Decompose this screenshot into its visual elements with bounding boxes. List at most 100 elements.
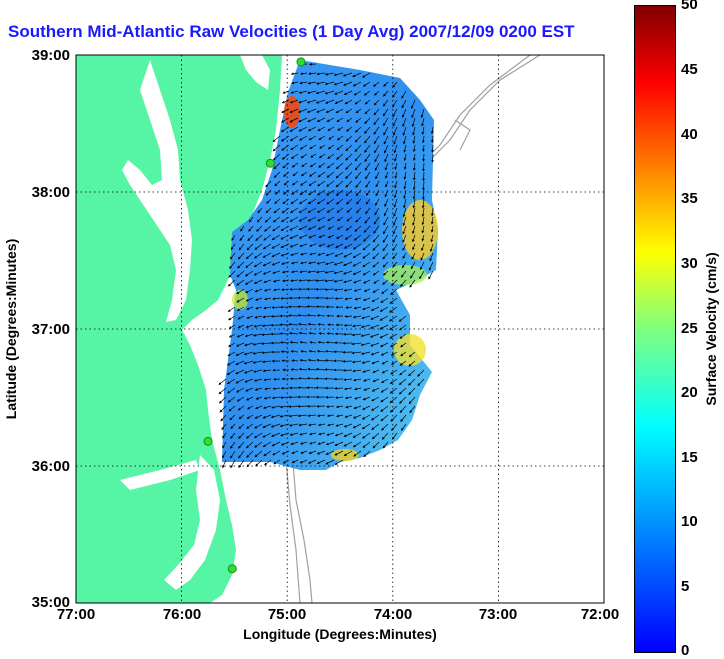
velocity-vector bbox=[243, 360, 254, 365]
velocity-vector bbox=[298, 367, 308, 371]
velocity-vector bbox=[238, 441, 245, 449]
velocity-vector bbox=[402, 126, 407, 136]
velocity-vector bbox=[308, 423, 317, 427]
velocity-vector bbox=[370, 306, 380, 311]
velocity-vector bbox=[298, 108, 308, 113]
velocity-vector bbox=[265, 207, 272, 214]
velocity-vector bbox=[408, 351, 416, 358]
velocity-vector bbox=[326, 405, 335, 408]
velocity-vector bbox=[384, 162, 389, 171]
velocity-vector bbox=[352, 270, 362, 275]
velocity-vector bbox=[307, 225, 317, 230]
velocity-vector bbox=[271, 234, 281, 240]
velocity-vector bbox=[262, 360, 272, 364]
velocity-vector bbox=[389, 315, 398, 322]
velocity-vector bbox=[337, 126, 344, 131]
velocity-vector bbox=[238, 450, 245, 459]
velocity-vector bbox=[400, 279, 407, 287]
velocity-vector bbox=[237, 405, 245, 411]
velocity-vector bbox=[261, 333, 272, 337]
velocity-vector bbox=[382, 252, 389, 260]
velocity-vector bbox=[245, 252, 254, 260]
velocity-vector bbox=[334, 441, 344, 446]
velocity-vector bbox=[262, 423, 272, 428]
velocity-vector bbox=[334, 386, 344, 390]
velocity-vector bbox=[380, 396, 389, 403]
velocity-vector bbox=[289, 126, 299, 132]
velocity-vector bbox=[352, 72, 362, 78]
velocity-vector bbox=[299, 135, 308, 141]
velocity-vector bbox=[412, 144, 416, 153]
velocity-vector bbox=[281, 144, 290, 151]
velocity-vector bbox=[383, 90, 389, 97]
velocity-vector bbox=[227, 387, 236, 394]
velocity-vector bbox=[272, 225, 281, 232]
velocity-vector bbox=[380, 387, 389, 393]
velocity-vector bbox=[227, 279, 236, 287]
velocity-vector bbox=[343, 288, 353, 292]
velocity-vector bbox=[356, 207, 362, 214]
velocity-vector bbox=[222, 432, 227, 439]
velocity-vector bbox=[262, 243, 272, 250]
velocity-vector bbox=[409, 405, 416, 414]
velocity-vector bbox=[228, 342, 236, 347]
velocity-vector bbox=[266, 198, 272, 204]
velocity-vector bbox=[372, 441, 380, 449]
velocity-vector bbox=[289, 234, 299, 239]
velocity-vector bbox=[271, 252, 281, 258]
velocity-vector bbox=[246, 450, 254, 458]
velocity-vector bbox=[309, 432, 317, 436]
velocity-vector bbox=[374, 144, 380, 154]
velocity-field bbox=[222, 60, 438, 470]
velocity-vector bbox=[336, 117, 344, 122]
velocity-vector bbox=[372, 288, 380, 293]
velocity-vector bbox=[316, 459, 326, 464]
velocity-vector bbox=[301, 162, 308, 167]
velocity-vector bbox=[431, 135, 434, 143]
velocity-vector bbox=[402, 225, 407, 235]
velocity-vector bbox=[326, 332, 335, 335]
velocity-vector bbox=[272, 279, 281, 283]
velocity-vector bbox=[370, 342, 380, 347]
y-tick-label: 39:00 bbox=[31, 47, 70, 64]
velocity-vector bbox=[352, 432, 362, 438]
velocity-vector bbox=[272, 216, 281, 223]
velocity-vector bbox=[236, 306, 245, 311]
velocity-vector bbox=[245, 288, 254, 294]
velocity-vector bbox=[412, 207, 416, 218]
velocity-vector bbox=[352, 423, 362, 429]
velocity-vector bbox=[403, 153, 407, 162]
velocity-vector bbox=[389, 405, 398, 413]
velocity-vector bbox=[345, 135, 353, 142]
velocity-vector bbox=[417, 378, 425, 387]
velocity-vector bbox=[343, 81, 353, 86]
velocity-vector bbox=[372, 234, 380, 243]
velocity-vector bbox=[282, 90, 290, 94]
velocity-vector bbox=[326, 162, 335, 169]
velocity-vector bbox=[307, 459, 317, 464]
velocity-vector bbox=[297, 305, 308, 309]
velocity-vector bbox=[403, 144, 407, 153]
velocity-vector bbox=[317, 225, 326, 230]
velocity-vector bbox=[345, 225, 353, 231]
velocity-vector bbox=[345, 306, 353, 309]
velocity-vector bbox=[326, 432, 335, 436]
velocity-vector bbox=[238, 432, 245, 439]
velocity-vector bbox=[316, 72, 326, 76]
velocity-vector bbox=[222, 450, 227, 459]
velocity-vector bbox=[381, 423, 389, 431]
velocity-vector bbox=[401, 99, 407, 109]
velocity-vector bbox=[430, 225, 434, 233]
velocity-vector bbox=[346, 117, 353, 123]
velocity-vector bbox=[274, 198, 281, 204]
velocity-vector bbox=[362, 396, 371, 401]
velocity-vector bbox=[252, 360, 263, 364]
velocity-vector bbox=[262, 432, 272, 438]
velocity-vector bbox=[363, 225, 371, 233]
velocity-vector bbox=[290, 261, 299, 265]
velocity-vector bbox=[264, 387, 272, 391]
velocity-vector bbox=[430, 216, 434, 225]
velocity-vector bbox=[402, 117, 407, 128]
velocity-vector bbox=[257, 207, 263, 214]
velocity-vector bbox=[230, 423, 236, 430]
